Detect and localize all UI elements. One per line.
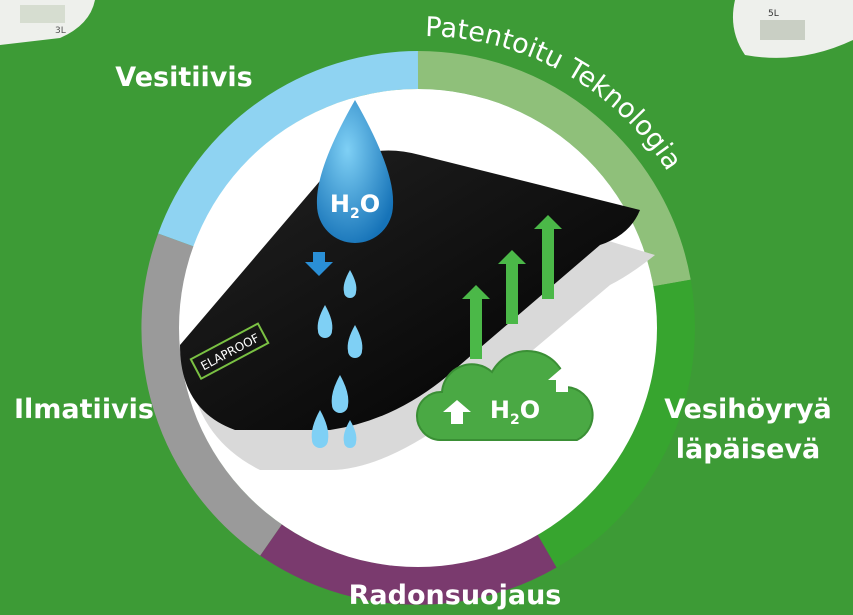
feature-label: läpäisevä <box>676 434 820 465</box>
product-label: 5L <box>768 9 779 19</box>
o: O <box>520 396 540 424</box>
h: H <box>330 190 350 218</box>
feature-label: Vesitiivis <box>115 62 252 93</box>
feature-label: Ilmatiivis <box>14 394 154 425</box>
sub: 2 <box>510 412 520 428</box>
page: 3L 5L Patentoitu Teknologia ELAPROOF H2O <box>0 0 853 615</box>
product-right: 5L <box>733 0 853 58</box>
sub: 2 <box>350 206 360 222</box>
feature-label: Radonsuojaus <box>349 580 562 611</box>
infographic: 3L 5L Patentoitu Teknologia ELAPROOF H2O <box>0 0 853 615</box>
feature-label: Vesihöyryä <box>664 394 832 425</box>
o: O <box>360 190 380 218</box>
product-left: 3L <box>0 0 95 45</box>
product-label: 3L <box>55 26 66 36</box>
h: H <box>490 396 510 424</box>
